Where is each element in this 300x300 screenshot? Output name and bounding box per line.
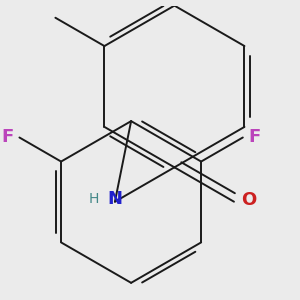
Text: F: F: [249, 128, 261, 146]
Text: N: N: [107, 190, 122, 208]
Text: F: F: [2, 128, 14, 146]
Text: H: H: [89, 192, 99, 206]
Text: O: O: [241, 191, 256, 209]
